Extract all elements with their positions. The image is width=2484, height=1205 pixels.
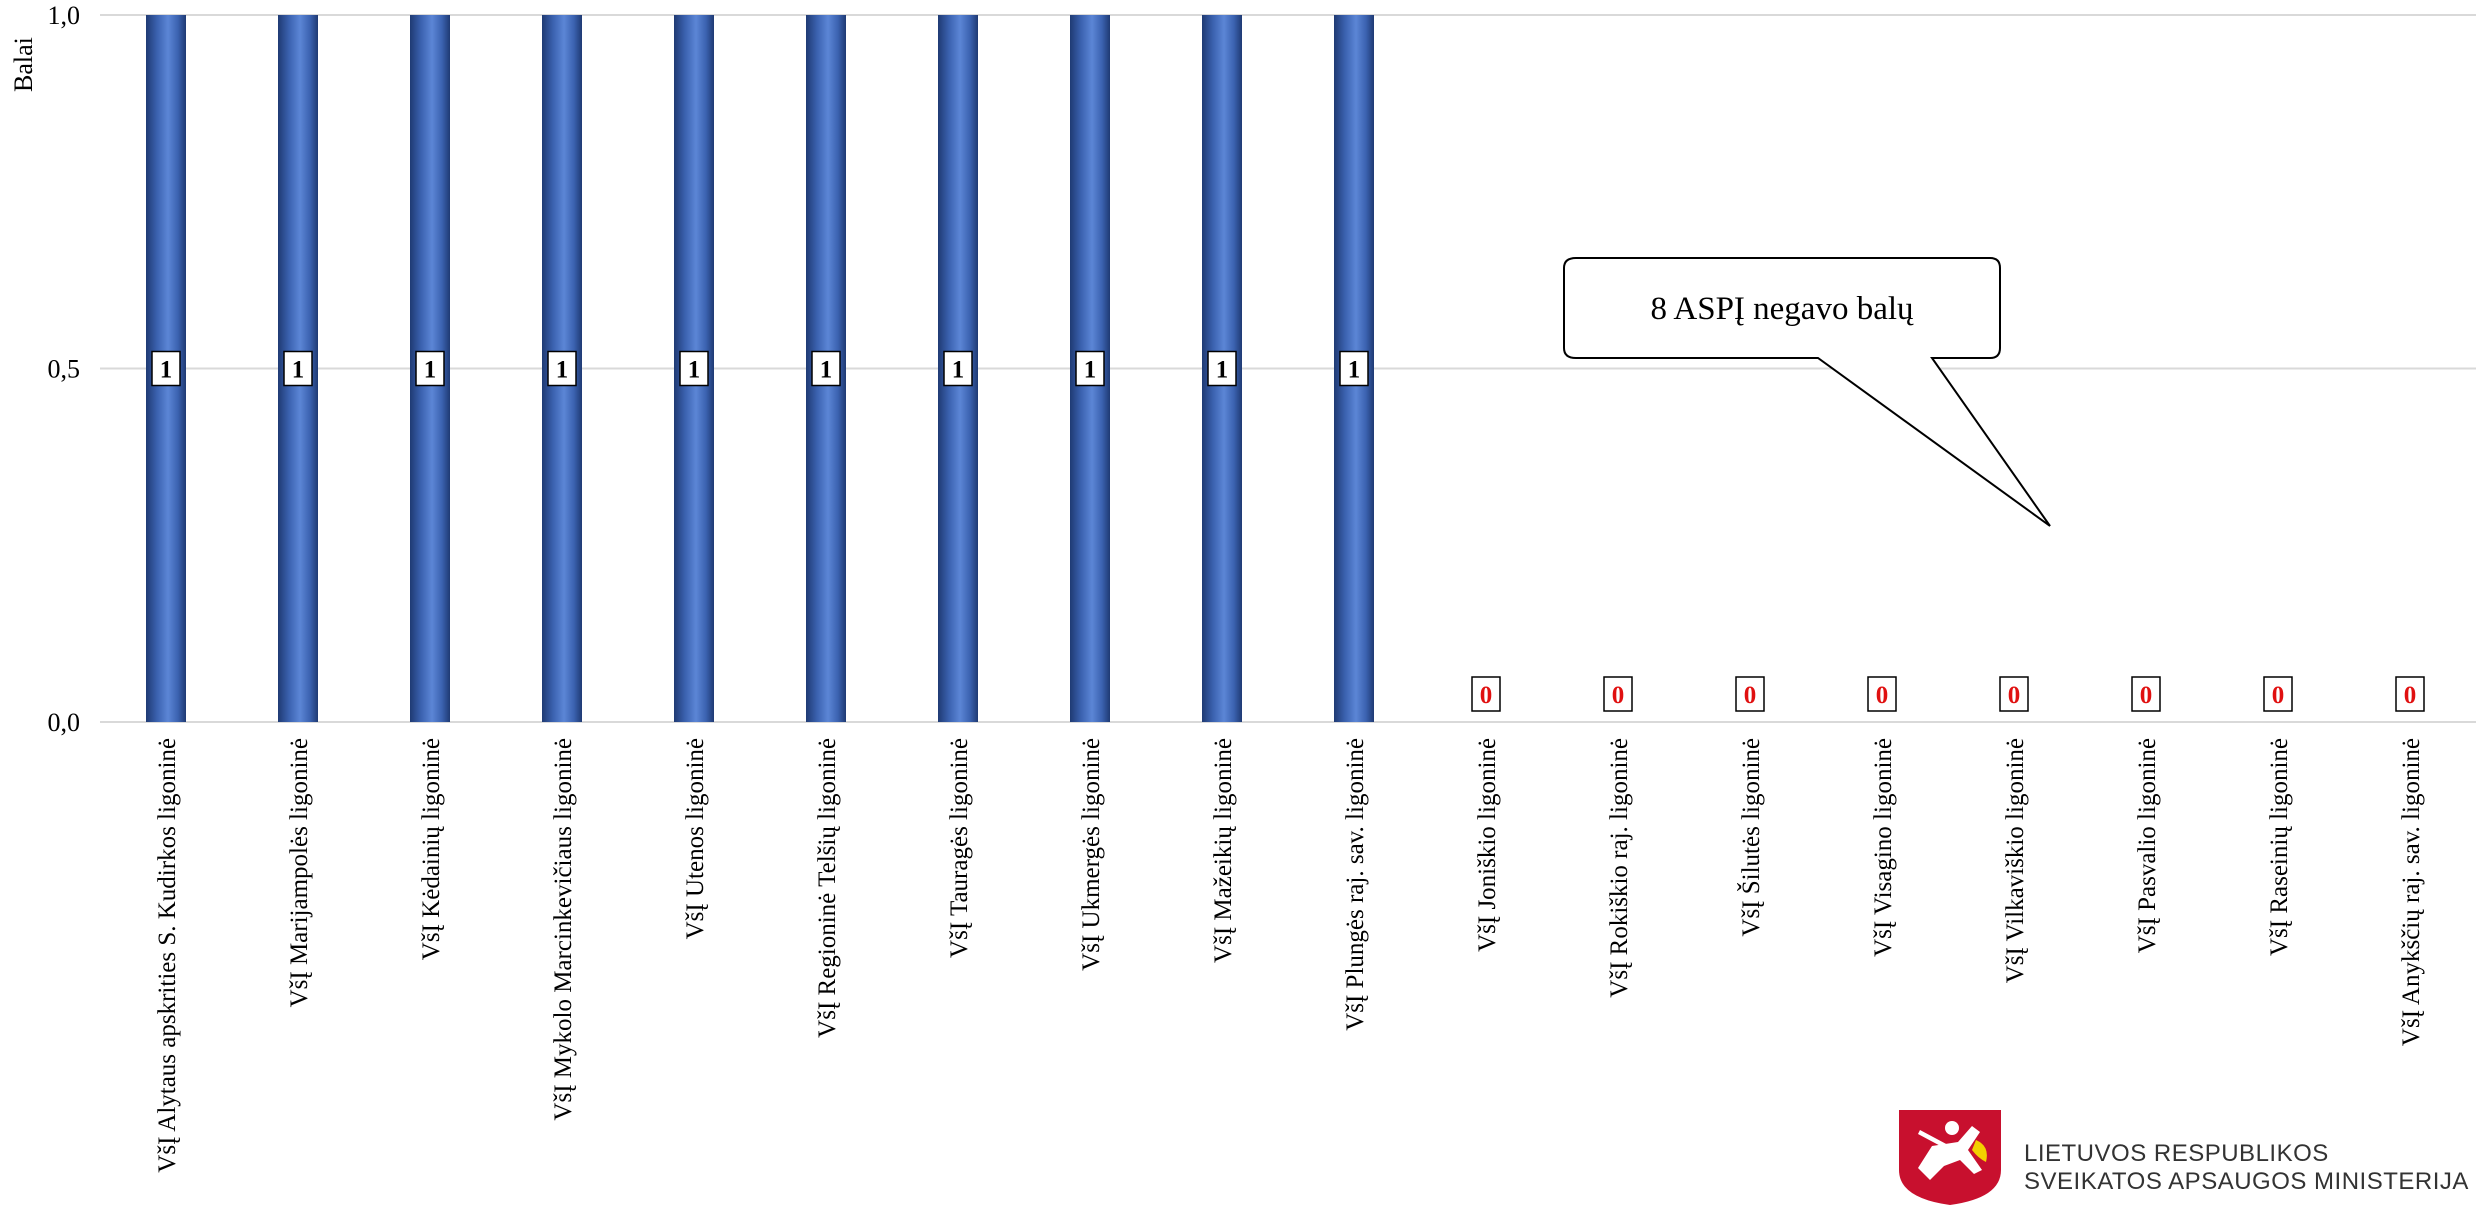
data-label-box: [1075, 350, 1105, 387]
data-labels: 1 1 1 1 1 1 1 1 1 1 0 0 0 0 0 0 0 0: [151, 350, 2425, 712]
category-label: VšĮ Ukmergės ligoninė: [1078, 738, 1105, 971]
callout: 8 ASPĮ negavo balų: [1563, 257, 2051, 527]
data-label-box: [415, 350, 445, 387]
data-label-box: [1735, 676, 1765, 712]
category-label: VšĮ Tauragės ligoninė: [946, 738, 973, 958]
data-label-box: [679, 350, 709, 387]
data-label: 1: [820, 357, 833, 384]
data-label-box: [811, 350, 841, 387]
category-label: VšĮ Visagino ligoninė: [1870, 738, 1897, 957]
data-label-box: [1339, 350, 1369, 387]
callout-bubble: [1563, 257, 2051, 527]
data-label-box: [943, 350, 973, 387]
y-tick-label: 0,5: [48, 355, 81, 384]
data-label: 1: [688, 357, 701, 384]
data-label: 1: [952, 357, 965, 384]
category-label: VšĮ Rokiškio raj. ligoninė: [1606, 738, 1633, 998]
data-label: 1: [160, 357, 173, 384]
data-label-box: [2131, 676, 2161, 712]
data-label-box: [1471, 676, 1501, 712]
category-label: VšĮ Alytaus apskrities S. Kudirkos ligon…: [154, 738, 181, 1173]
data-label-box: [1999, 676, 2029, 712]
y-tick-labels: 0,0 0,5 1,0: [48, 1, 81, 737]
data-label-box: [151, 350, 181, 387]
category-label: VšĮ Regioninė Telšių ligoninė: [814, 738, 841, 1038]
logo-line-1: LIETUVOS RESPUBLIKOS: [2024, 1140, 2329, 1167]
category-labels: VšĮ Alytaus apskrities S. Kudirkos ligon…: [154, 738, 2425, 1173]
category-label: VšĮ Pasvalio ligoninė: [2134, 738, 2161, 953]
data-label: 0: [1612, 682, 1625, 709]
category-label: VšĮ Šilutės ligoninė: [1736, 738, 1765, 937]
data-label: 0: [2272, 682, 2285, 709]
category-label: VšĮ Mykolo Marcinkevičiaus ligoninė: [550, 738, 577, 1121]
ministry-logo: LIETUVOS RESPUBLIKOS SVEIKATOS APSAUGOS …: [1899, 1110, 2469, 1205]
y-tick-label: 0,0: [48, 708, 81, 737]
y-axis-label-group: Balai: [9, 37, 38, 92]
category-label: VšĮ Raseinių ligoninė: [2266, 738, 2293, 956]
data-label: 0: [1876, 682, 1889, 709]
data-label: 1: [292, 357, 305, 384]
data-label-box: [2395, 676, 2425, 712]
category-label: VšĮ Marijampolės ligoninė: [286, 738, 313, 1007]
callout-text: 8 ASPĮ negavo balų: [1650, 291, 1914, 327]
data-label-box: [1603, 676, 1633, 712]
data-label: 1: [424, 357, 437, 384]
category-label: VšĮ Kėdainių ligoninė: [418, 738, 445, 960]
logo-line-2: SVEIKATOS APSAUGOS MINISTERIJA: [2024, 1168, 2469, 1195]
y-axis-label: Balai: [9, 37, 38, 92]
category-label: VšĮ Mažeikių ligoninė: [1210, 738, 1237, 963]
category-label: VšĮ Plungės raj. sav. ligoninė: [1342, 738, 1369, 1031]
data-label-box: [1867, 676, 1897, 712]
data-label: 1: [556, 357, 569, 384]
data-label-box: [2263, 676, 2293, 712]
data-label: 0: [2008, 682, 2021, 709]
category-label: VšĮ Anykščių raj. sav. ligoninė: [2398, 738, 2425, 1046]
data-label-box: [283, 350, 313, 387]
data-label: 0: [1744, 682, 1757, 709]
data-label: 1: [1216, 357, 1229, 384]
gridlines: [100, 14, 2476, 723]
y-tick-label: 1,0: [48, 1, 81, 30]
category-label: VšĮ Utenos ligoninė: [682, 738, 709, 939]
vytis-coat-of-arms-icon: [1899, 1110, 2001, 1205]
category-label: VšĮ Joniškio ligoninė: [1474, 738, 1501, 952]
data-label: 1: [1084, 357, 1097, 384]
data-label: 0: [2140, 682, 2153, 709]
data-label-box: [547, 350, 577, 387]
data-label: 0: [2404, 682, 2417, 709]
data-label: 1: [1348, 357, 1361, 384]
data-label: 0: [1480, 682, 1493, 709]
category-label: VšĮ Vilkaviškio ligoninė: [2002, 738, 2029, 983]
data-label-box: [1207, 350, 1237, 387]
